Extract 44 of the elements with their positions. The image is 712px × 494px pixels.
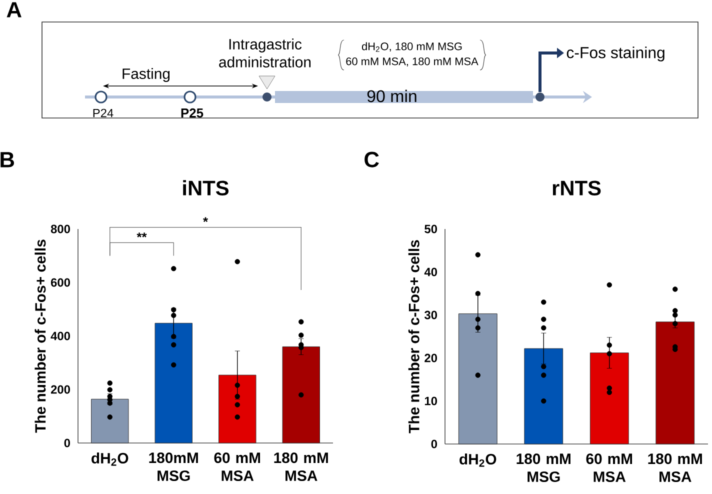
chart-title: rNTS (552, 180, 601, 196)
annotation: ** (136, 232, 147, 238)
bar (91, 398, 129, 444)
bar (218, 374, 256, 444)
text: B (0, 152, 14, 168)
x-tick-label: dH$_{2}$O (92, 452, 128, 466)
y-tick-label: 600 (50, 278, 70, 287)
y-tick-label: 200 (50, 385, 70, 394)
x-tick-label: 180 mM MSA (648, 454, 702, 482)
text: P25 (181, 108, 204, 118)
y-tick-label: 40 (424, 268, 437, 276)
text: Fasting (122, 68, 170, 82)
text: 60 mM MSA, 180 mM MSA (346, 57, 478, 67)
y-axis-title: The number of c-Fos+ cells (34, 240, 46, 433)
bar (656, 322, 695, 444)
y-tick-label: 50 (424, 224, 437, 234)
y-tick-label: 800 (50, 224, 70, 234)
chart-title: iNTS (183, 180, 229, 196)
y-tick-label: 0 (64, 438, 70, 448)
y-tick-label: 400 (50, 332, 70, 340)
text: c-Fos staining (566, 46, 664, 62)
y-tick-label: 30 (424, 310, 437, 320)
x-tick-label: 180 mM MSA (274, 452, 328, 482)
y-tick-label: 20 (424, 354, 437, 362)
x-tick-label: 60 mM MSA (586, 454, 632, 482)
y-tick-label: 10 (424, 396, 437, 406)
x-tick-label: 180 mM MSG (516, 454, 570, 482)
text: Intragastric administration (219, 38, 311, 68)
x-tick-label: 180mM MSG (149, 452, 198, 482)
text: 90 min (367, 90, 416, 102)
text: A (6, 2, 22, 18)
x-tick-label: dH$_{2}$O (460, 454, 496, 467)
x-tick-label: 60 mM MSA (214, 452, 260, 482)
bar (154, 322, 192, 444)
text: * (203, 217, 208, 222)
bar (524, 348, 564, 444)
y-tick-label: 0 (431, 440, 437, 448)
text: P24 (93, 108, 114, 118)
bar (282, 346, 320, 444)
bar (590, 352, 629, 444)
text: dH$_{2}$O, 180 mM MSG (362, 42, 462, 52)
y-axis-title: The number of c-Fos+ cells (408, 240, 420, 434)
text: C (364, 152, 379, 168)
bar (458, 313, 498, 444)
